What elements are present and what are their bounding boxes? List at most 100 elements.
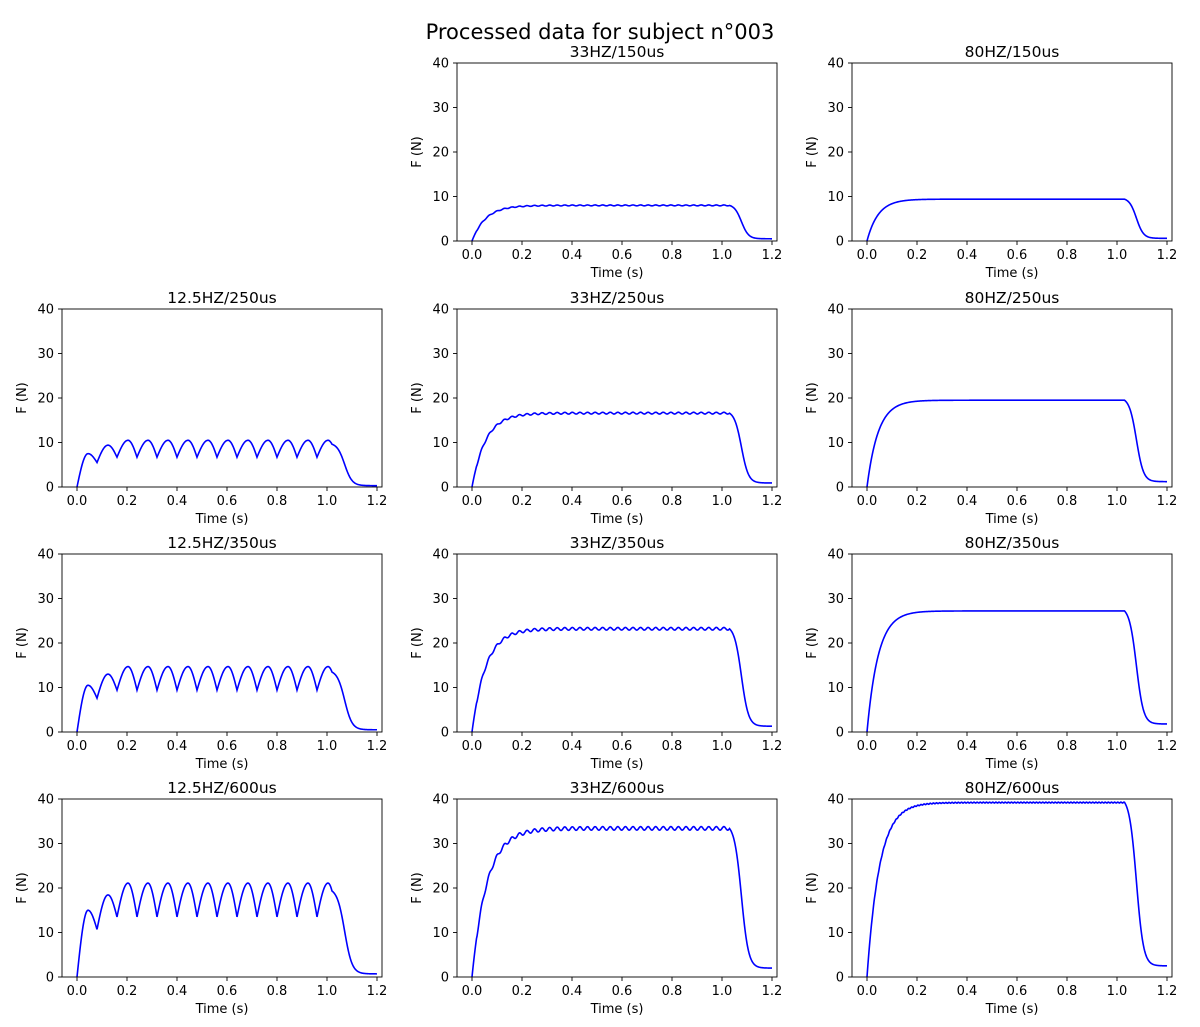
y-tick-label: 0 bbox=[46, 481, 54, 496]
x-tick-label: 0.6 bbox=[612, 494, 633, 509]
x-tick-label: 1.0 bbox=[1107, 739, 1128, 754]
y-axis-label: F (N) bbox=[805, 872, 820, 903]
x-tick-label: 0.2 bbox=[512, 494, 533, 509]
plot-frame bbox=[851, 62, 1173, 242]
x-tick-label: 0.4 bbox=[167, 984, 188, 999]
y-tick-label: 10 bbox=[37, 926, 54, 941]
subplot-1: 80HZ/150us 0.0 0.2 0.4 0.6 0.8 1.0 1.2 0 10 20 30 40… bbox=[805, 43, 1177, 281]
y-tick-label: 20 bbox=[827, 392, 844, 407]
plot-frame bbox=[61, 553, 383, 733]
subplot-title: 33HZ/250us bbox=[570, 289, 665, 307]
y-tick-label: 30 bbox=[37, 592, 54, 607]
plot-frame bbox=[851, 308, 1173, 488]
x-tick-label: 0.2 bbox=[512, 248, 533, 263]
subplot-title: 80HZ/250us bbox=[965, 289, 1060, 307]
x-tick-label: 0.6 bbox=[217, 739, 238, 754]
subplot-0: 33HZ/150us 0.0 0.2 0.4 0.6 0.8 1.0 1.2 0 10 20 30 40… bbox=[410, 43, 782, 281]
y-tick-label: 0 bbox=[441, 481, 449, 496]
y-tick-label: 20 bbox=[827, 637, 844, 652]
x-tick-label: 1.0 bbox=[712, 984, 733, 999]
x-tick-label: 0.4 bbox=[957, 494, 978, 509]
x-tick-label: 0.8 bbox=[1057, 248, 1078, 263]
series-line-0 bbox=[471, 411, 772, 487]
plot-frame bbox=[851, 798, 1173, 978]
y-tick-label: 30 bbox=[432, 101, 449, 116]
series-line-0 bbox=[866, 198, 1167, 241]
x-tick-label: 0.4 bbox=[167, 739, 188, 754]
series-line-0 bbox=[471, 626, 773, 732]
x-tick-label: 0.0 bbox=[67, 494, 88, 509]
x-tick-label: 1.2 bbox=[1157, 984, 1178, 999]
subplot-8: 12.5HZ/600us 0.0 0.2 0.4 0.6 0.8 1.0 1.2 0 10 20 30… bbox=[15, 779, 387, 1017]
x-axis-label: Time (s) bbox=[195, 1002, 249, 1017]
x-tick-label: 0.0 bbox=[857, 739, 878, 754]
x-tick-label: 0.0 bbox=[67, 984, 88, 999]
y-tick-label: 0 bbox=[46, 971, 54, 986]
x-tick-label: 0.2 bbox=[512, 984, 533, 999]
x-tick-label: 0.0 bbox=[857, 494, 878, 509]
y-tick-label: 20 bbox=[432, 637, 449, 652]
y-tick-label: 0 bbox=[441, 726, 449, 741]
subplot-6: 33HZ/350us 0.0 0.2 0.4 0.6 0.8 1.0 1.2 0 10 20 30 40… bbox=[410, 534, 782, 772]
y-tick-label: 40 bbox=[432, 303, 449, 318]
x-tick-label: 1.0 bbox=[317, 984, 338, 999]
x-tick-label: 0.4 bbox=[562, 739, 583, 754]
x-tick-label: 0.2 bbox=[117, 494, 138, 509]
y-tick-label: 20 bbox=[37, 637, 54, 652]
plot-frame bbox=[851, 553, 1173, 733]
y-tick-label: 40 bbox=[432, 793, 449, 808]
series-line-0 bbox=[471, 204, 772, 241]
x-tick-label: 0.0 bbox=[857, 248, 878, 263]
x-tick-label: 1.0 bbox=[1107, 494, 1128, 509]
x-tick-label: 0.8 bbox=[1057, 984, 1078, 999]
y-tick-label: 0 bbox=[46, 726, 54, 741]
y-axis-label: F (N) bbox=[410, 382, 425, 413]
series-line-0 bbox=[76, 882, 377, 977]
y-tick-label: 40 bbox=[827, 303, 844, 318]
x-tick-label: 0.4 bbox=[957, 248, 978, 263]
subplot-9: 33HZ/600us 0.0 0.2 0.4 0.6 0.8 1.0 1.2 0 10 20 30 40… bbox=[410, 779, 782, 1017]
y-axis-label: F (N) bbox=[805, 382, 820, 413]
y-axis-label: F (N) bbox=[15, 627, 30, 658]
x-tick-label: 1.2 bbox=[1157, 494, 1178, 509]
x-tick-label: 1.0 bbox=[712, 739, 733, 754]
x-tick-label: 1.0 bbox=[712, 494, 733, 509]
x-tick-label: 0.6 bbox=[1007, 248, 1028, 263]
subplot-title: 80HZ/600us bbox=[965, 779, 1060, 797]
x-tick-label: 0.2 bbox=[512, 739, 533, 754]
x-tick-label: 0.0 bbox=[462, 494, 483, 509]
x-tick-label: 1.2 bbox=[367, 494, 388, 509]
x-tick-label: 0.8 bbox=[662, 248, 683, 263]
y-tick-label: 20 bbox=[37, 882, 54, 897]
subplot-5: 12.5HZ/350us 0.0 0.2 0.4 0.6 0.8 1.0 1.2 0 10 20 30… bbox=[15, 534, 387, 772]
y-tick-label: 20 bbox=[432, 392, 449, 407]
y-tick-label: 10 bbox=[827, 436, 844, 451]
y-tick-label: 40 bbox=[827, 793, 844, 808]
x-tick-label: 1.2 bbox=[1157, 739, 1178, 754]
y-tick-label: 10 bbox=[827, 190, 844, 205]
x-tick-label: 0.6 bbox=[217, 984, 238, 999]
x-tick-label: 1.0 bbox=[1107, 984, 1128, 999]
y-tick-label: 40 bbox=[37, 548, 54, 563]
y-tick-label: 0 bbox=[836, 726, 844, 741]
x-tick-label: 0.0 bbox=[462, 739, 483, 754]
y-tick-label: 10 bbox=[432, 190, 449, 205]
x-tick-label: 0.8 bbox=[1057, 739, 1078, 754]
y-tick-label: 10 bbox=[432, 926, 449, 941]
y-tick-label: 0 bbox=[441, 235, 449, 250]
y-tick-label: 20 bbox=[432, 146, 449, 161]
x-tick-label: 0.8 bbox=[267, 984, 288, 999]
x-axis-label: Time (s) bbox=[590, 757, 644, 772]
x-tick-label: 0.4 bbox=[167, 494, 188, 509]
subplot-title: 12.5HZ/600us bbox=[167, 779, 277, 797]
x-axis-label: Time (s) bbox=[195, 757, 249, 772]
x-tick-label: 1.2 bbox=[762, 984, 783, 999]
y-axis-label: F (N) bbox=[15, 872, 30, 903]
x-axis-label: Time (s) bbox=[590, 1002, 644, 1017]
y-tick-label: 40 bbox=[432, 57, 449, 72]
y-tick-label: 20 bbox=[432, 882, 449, 897]
x-tick-label: 1.2 bbox=[367, 739, 388, 754]
subplot-grid: 33HZ/150us 0.0 0.2 0.4 0.6 0.8 1.0 1.2 0 10 20 30 40… bbox=[15, 43, 1177, 1017]
y-tick-label: 10 bbox=[37, 681, 54, 696]
